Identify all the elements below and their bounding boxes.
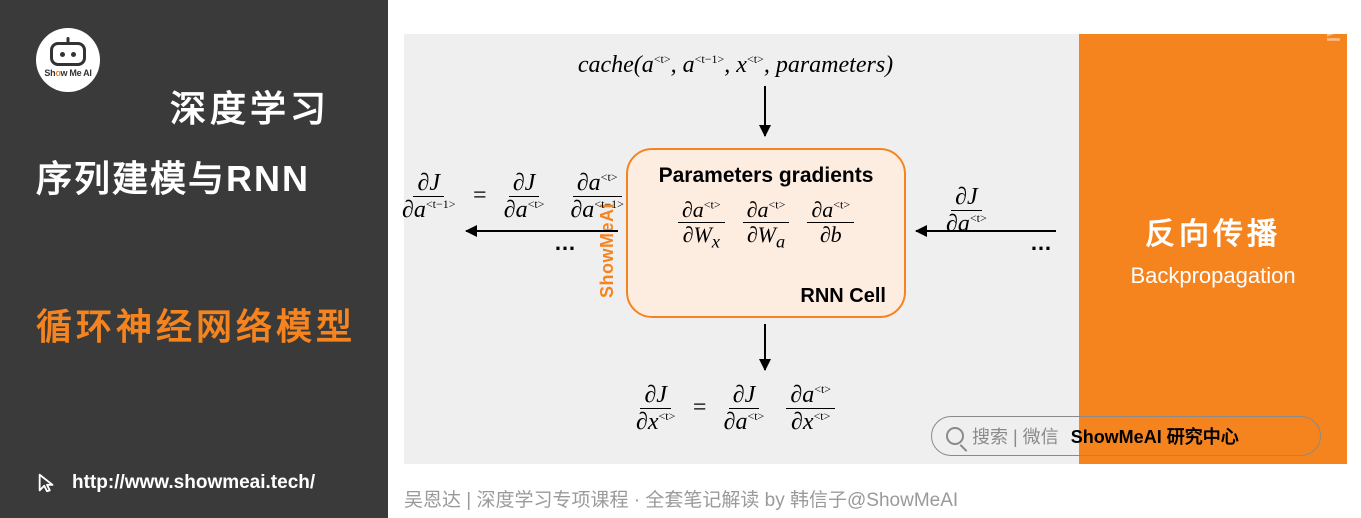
sidebar-title-3: 循环神经网络模型 bbox=[36, 298, 356, 350]
cell-gradients: ∂a<t>∂Wx ∂a<t>∂Wa ∂a<t>∂b bbox=[638, 198, 894, 252]
sidebar-title-2: 序列建模与RNN bbox=[36, 150, 310, 202]
orange-panel: ShowMeAI 反向传播 Backpropagation bbox=[1079, 34, 1347, 464]
logo-text: Show Me AI bbox=[44, 68, 91, 78]
dots-right: … bbox=[1030, 230, 1054, 256]
sidebar-footer: http://www.showmeai.tech/ bbox=[36, 472, 315, 494]
equation-left: ∂J∂a<t−1> = ∂J∂a<t> ∂a<t>∂a<t−1> bbox=[398, 170, 628, 224]
arrow-down-top bbox=[764, 86, 766, 136]
arrow-left bbox=[466, 230, 618, 232]
sidebar: Show Me AI 深度学习 序列建模与RNN 循环神经网络模型 http:/… bbox=[0, 0, 388, 518]
sidebar-title-1: 深度学习 bbox=[170, 80, 330, 132]
search-pill[interactable]: 搜索 | 微信 ShowMeAI 研究中心 bbox=[931, 416, 1321, 456]
cell-label: RNN Cell bbox=[800, 285, 886, 308]
search-brand: ShowMeAI 研究中心 bbox=[1071, 423, 1239, 449]
credit-line: 吴恩达 | 深度学习专项课程 · 全套笔记解读 by 韩信子@ShowMeAI bbox=[404, 485, 958, 512]
arrow-right-in bbox=[916, 230, 1056, 232]
logo: Show Me AI bbox=[36, 28, 100, 92]
arrow-down-bottom bbox=[764, 324, 766, 370]
rnn-cell: ShowMeAI Parameters gradients ∂a<t>∂Wx ∂… bbox=[626, 148, 906, 318]
cursor-icon bbox=[36, 472, 58, 494]
robot-icon bbox=[50, 42, 86, 66]
orange-title-cn: 反向传播 bbox=[1145, 209, 1281, 253]
cache-expression: cache(a<t>, a<t−1>, x<t>, parameters) bbox=[404, 52, 1067, 79]
search-icon bbox=[946, 427, 964, 445]
footer-url[interactable]: http://www.showmeai.tech/ bbox=[72, 472, 315, 494]
content: cache(a<t>, a<t−1>, x<t>, parameters) Sh… bbox=[388, 0, 1361, 518]
equation-bottom: ∂J∂x<t> = ∂J∂a<t> ∂a<t>∂x<t> bbox=[632, 382, 835, 436]
orange-title-en: Backpropagation bbox=[1130, 263, 1295, 289]
orange-watermark: ShowMeAI bbox=[1322, 0, 1343, 42]
dots-left: … bbox=[554, 230, 578, 256]
cell-title: Parameters gradients bbox=[638, 164, 894, 188]
diagram-canvas: cache(a<t>, a<t−1>, x<t>, parameters) Sh… bbox=[404, 34, 1347, 464]
search-hint: 搜索 | 微信 bbox=[972, 423, 1059, 449]
